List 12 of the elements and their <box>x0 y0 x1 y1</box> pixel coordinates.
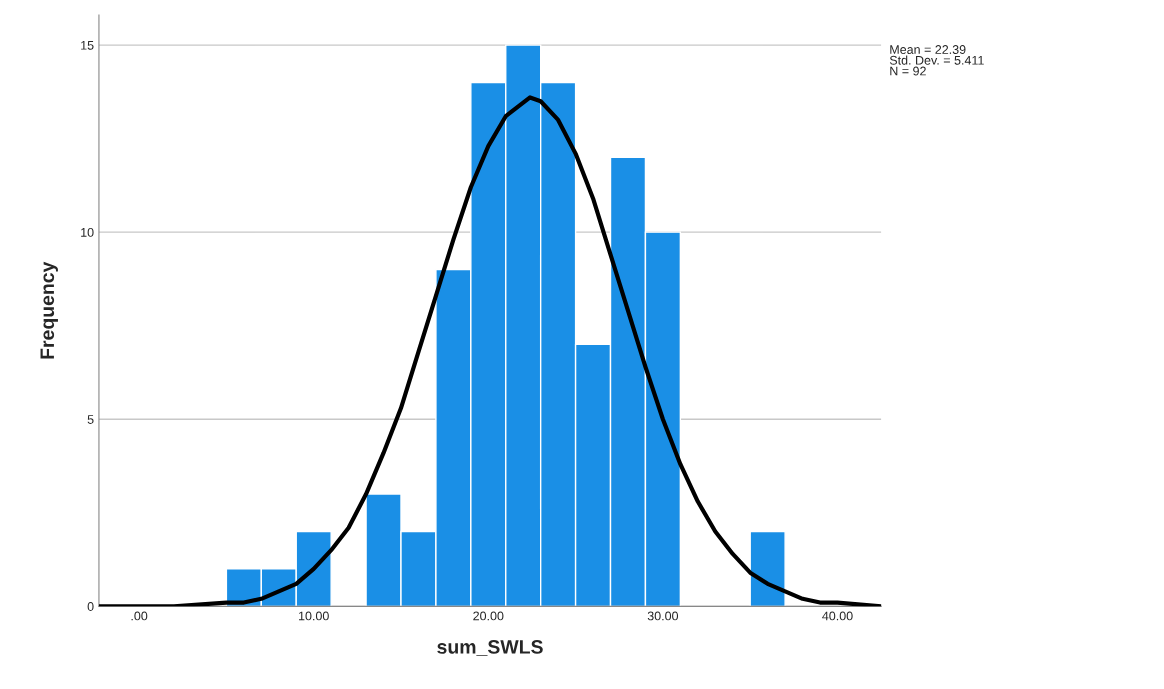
y-tick-label: 0 <box>87 602 94 611</box>
x-tick-label: 40.00 <box>822 611 853 621</box>
x-axis-title: sum_SWLS <box>437 640 543 656</box>
x-tick-label: 20.00 <box>473 611 504 621</box>
y-tick-label: 5 <box>87 415 94 424</box>
y-tick-label: 15 <box>81 41 94 50</box>
text: Mean = 22.39 Std. Dev. = 5.411 N = 92 <box>889 45 984 76</box>
x-tick-label: 10.00 <box>299 611 329 621</box>
y-axis-title: Frequency <box>40 261 58 359</box>
x-tick-label: 30.00 <box>647 611 679 621</box>
x-tick-label: .00 <box>131 611 148 621</box>
y-tick-label: 10 <box>81 227 94 237</box>
